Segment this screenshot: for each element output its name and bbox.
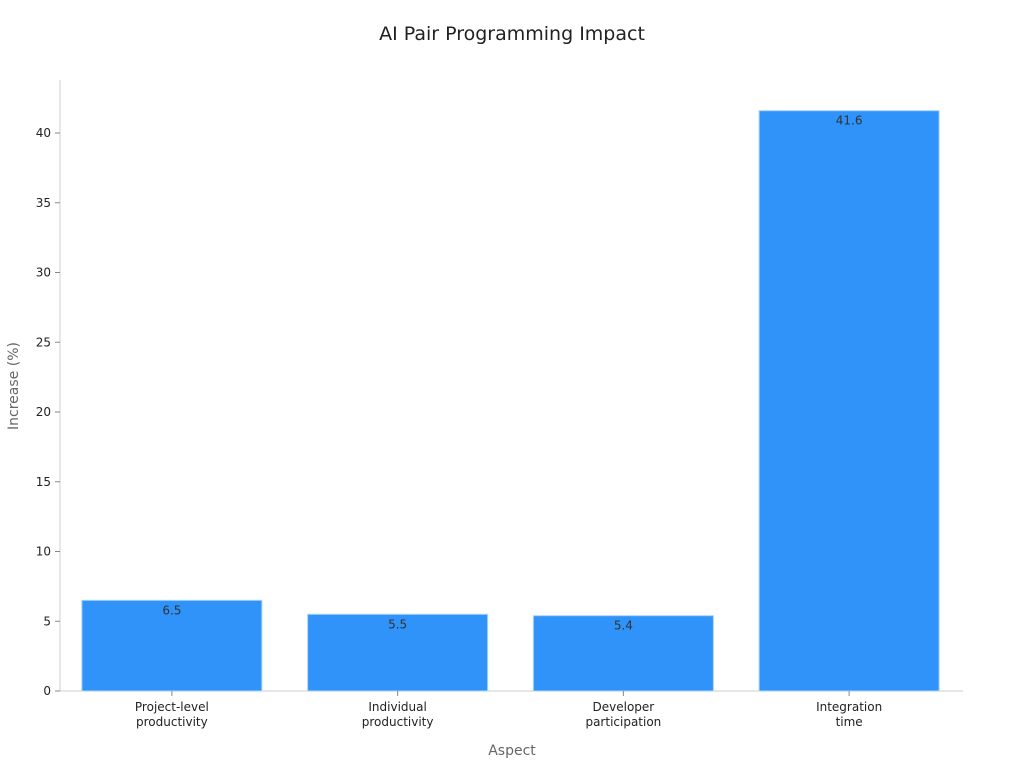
bar	[81, 599, 263, 692]
y-tick-label: 30	[36, 266, 51, 280]
x-tick-label: Developer	[593, 700, 655, 714]
x-tick-label: Project-level	[135, 700, 209, 714]
data-label: 5.5	[388, 617, 407, 631]
x-tick-label: Individual	[368, 700, 426, 714]
x-tick-label: Integration	[816, 700, 882, 714]
x-axis-label: Aspect	[488, 743, 536, 759]
x-tick-label: productivity	[362, 715, 434, 729]
y-tick-label: 0	[43, 684, 51, 698]
x-tick-label: productivity	[136, 715, 208, 729]
y-tick-label: 10	[36, 545, 51, 559]
data-label: 6.5	[162, 603, 181, 617]
x-tick-label: participation	[585, 715, 661, 729]
chart-title: AI Pair Programming Impact	[379, 23, 645, 45]
bar	[532, 615, 714, 692]
x-tick-label: time	[836, 715, 863, 729]
y-tick-label: 15	[36, 475, 51, 489]
y-tick-label: 5	[43, 614, 51, 628]
y-tick-label: 20	[36, 405, 51, 419]
y-tick-label: 40	[36, 126, 51, 140]
bar	[758, 110, 940, 692]
bar	[307, 613, 489, 692]
data-label: 5.4	[614, 619, 633, 633]
y-tick-label: 35	[36, 196, 51, 210]
data-label: 41.6	[836, 114, 863, 128]
y-axis-label: Increase (%)	[6, 342, 22, 430]
y-tick-label: 25	[36, 335, 51, 349]
